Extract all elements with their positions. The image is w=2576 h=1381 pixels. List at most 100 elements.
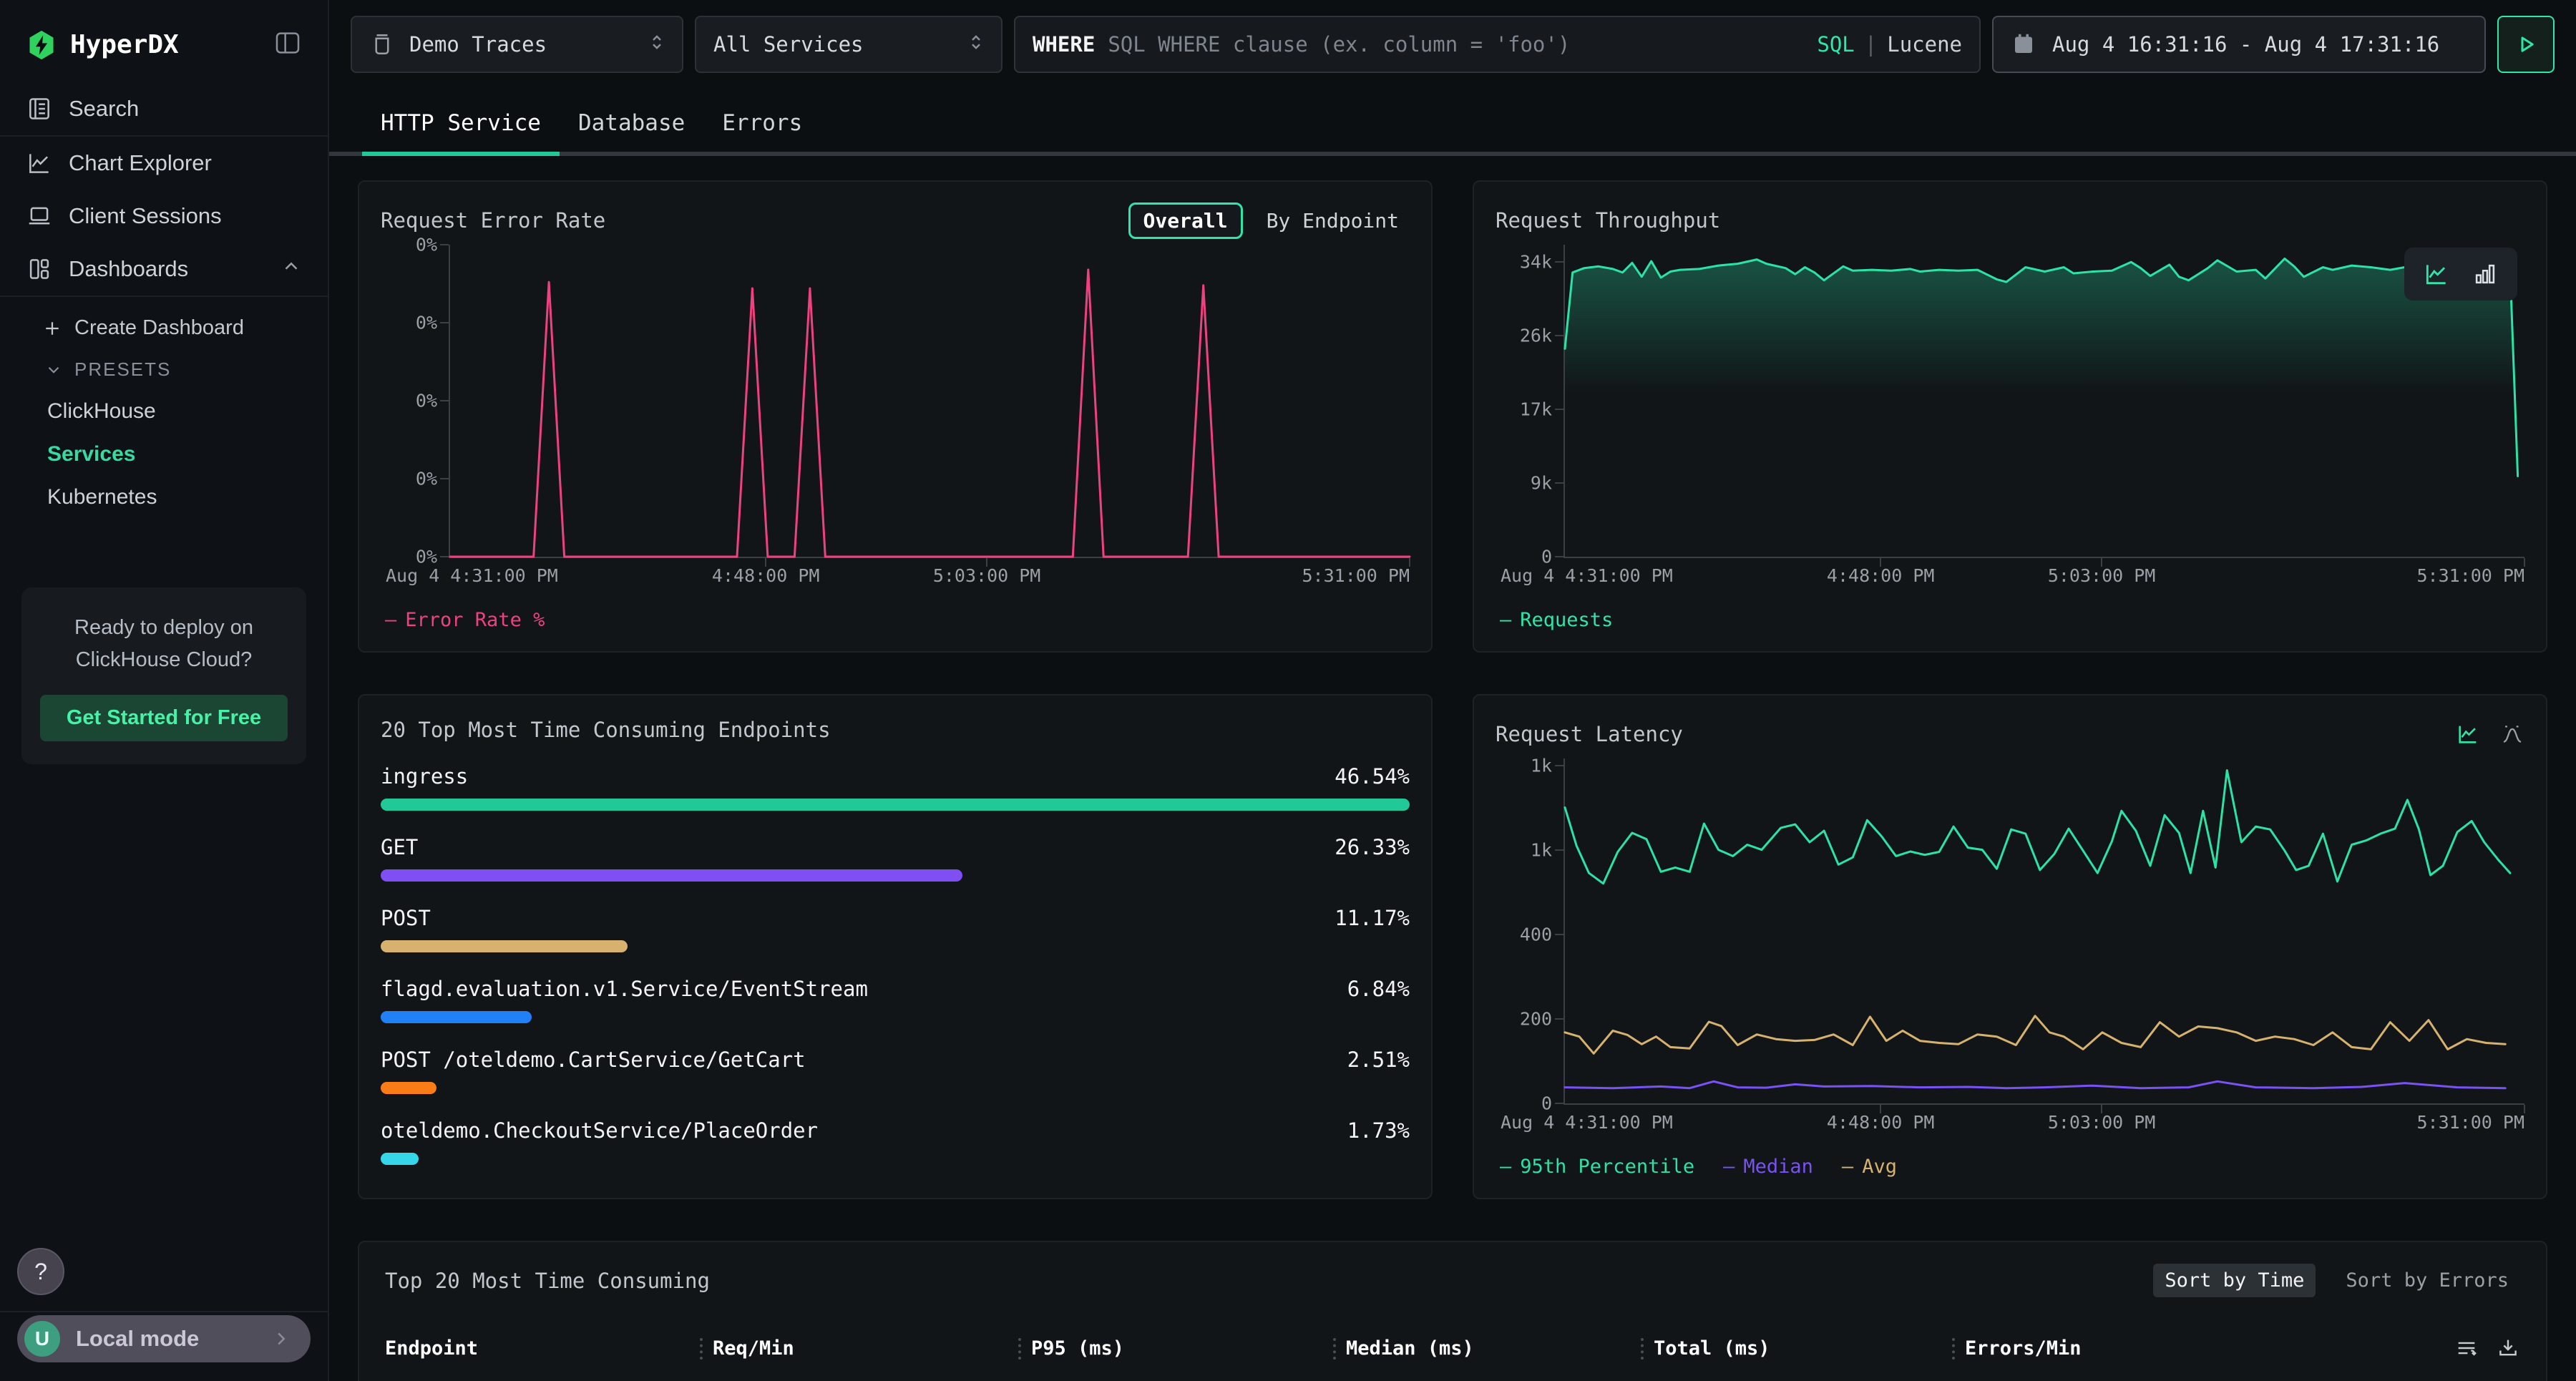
table-cell[interactable]: 19.37 bbox=[1333, 1370, 1641, 1381]
endpoint-bar-track bbox=[381, 940, 1410, 952]
service-select-value: All Services bbox=[713, 32, 864, 57]
panel-title: 20 Top Most Time Consuming Endpoints bbox=[381, 718, 831, 742]
line-chart-icon[interactable] bbox=[2456, 722, 2480, 746]
sidebar-divider bbox=[0, 135, 328, 137]
legend-item[interactable]: — 95th Percentile bbox=[1500, 1156, 1694, 1178]
tab-database[interactable]: Database bbox=[577, 110, 686, 136]
sort-button-sort-by-time[interactable]: Sort by Time bbox=[2153, 1264, 2316, 1297]
collapse-sidebar-icon[interactable] bbox=[273, 29, 302, 61]
service-select[interactable]: All Services bbox=[695, 16, 1002, 73]
table-cell[interactable]: 639.4 bbox=[700, 1370, 1018, 1381]
table-cell[interactable]: /oteldemo.RecommendationServ bbox=[385, 1370, 700, 1381]
sidebar-item-search[interactable]: Search bbox=[0, 82, 328, 135]
toggle-by-endpoint[interactable]: By Endpoint bbox=[1266, 208, 1399, 233]
x-axis-tick-label: 4:48:00 PM bbox=[1826, 1112, 1935, 1133]
sidebar: HyperDX Search Chart Explorer Client Sessi… bbox=[0, 0, 329, 1381]
endpoint-row[interactable]: oteldemo.CheckoutService/PlaceOrder 1.73% bbox=[381, 1118, 1410, 1143]
column-label: Errors/Min bbox=[1965, 1337, 2082, 1360]
endpoint-row[interactable]: GET 26.33% bbox=[381, 835, 1410, 859]
throughput-plot[interactable] bbox=[1563, 245, 2524, 558]
time-range-picker[interactable]: Aug 4 16:31:16 - Aug 4 17:31:16 bbox=[1992, 16, 2486, 73]
line-chart-icon[interactable] bbox=[2423, 260, 2450, 288]
x-axis-tick-label: 5:03:00 PM bbox=[2047, 565, 2156, 586]
sidebar-item-label: Search bbox=[69, 96, 140, 121]
preset-item-services[interactable]: Services bbox=[47, 442, 136, 466]
table-header-errors-min[interactable]: Errors/Min bbox=[1952, 1327, 2520, 1370]
help-button[interactable]: ? bbox=[17, 1248, 64, 1295]
source-select[interactable]: Demo Traces bbox=[351, 16, 683, 73]
histogram-icon[interactable] bbox=[2500, 722, 2524, 746]
download-icon[interactable] bbox=[2496, 1336, 2520, 1360]
legend-item[interactable]: — Requests bbox=[1500, 609, 1613, 631]
get-started-button[interactable]: Get Started for Free bbox=[40, 694, 288, 741]
row-settings-icon[interactable] bbox=[2454, 1336, 2479, 1360]
y-axis-tick-label: 0 bbox=[1541, 1093, 1552, 1114]
column-resize-icon[interactable] bbox=[1641, 1337, 1644, 1360]
preset-item-kubernetes[interactable]: Kubernetes bbox=[47, 485, 157, 509]
sidebar-nav: Search Chart Explorer Client Sessions Dashb… bbox=[0, 82, 328, 296]
legend-item[interactable]: — Error Rate % bbox=[385, 609, 545, 631]
column-resize-icon[interactable] bbox=[1952, 1337, 1955, 1360]
sidebar-bottom-divider bbox=[0, 1311, 328, 1312]
bar-chart-icon[interactable] bbox=[2472, 260, 2499, 288]
table-header-median-ms-[interactable]: Median (ms) bbox=[1333, 1327, 1641, 1370]
table-cell[interactable]: 166.1 bbox=[1018, 1370, 1333, 1381]
create-dashboard-button[interactable]: Create Dashboard bbox=[0, 307, 328, 349]
latency-plot[interactable] bbox=[1563, 758, 2524, 1105]
endpoint-bar bbox=[381, 799, 1410, 811]
x-axis-tick-label: 4:48:00 PM bbox=[1826, 565, 1935, 586]
sidebar-item-dashboards[interactable]: Dashboards bbox=[0, 243, 328, 296]
select-updown-icon bbox=[965, 31, 987, 58]
column-resize-icon[interactable] bbox=[1333, 1337, 1336, 1360]
sidebar-item-chart-explorer[interactable]: Chart Explorer bbox=[0, 137, 328, 190]
endpoint-row[interactable]: ingress 46.54% bbox=[381, 764, 1410, 789]
main-area: Demo Traces All Services WHERE SQL | Luc… bbox=[329, 0, 2576, 1381]
presets-toggle[interactable]: PRESETS bbox=[0, 349, 328, 390]
source-select-value: Demo Traces bbox=[409, 32, 547, 57]
tab-http-service[interactable]: HTTP Service bbox=[362, 94, 560, 156]
tab-errors[interactable]: Errors bbox=[722, 110, 803, 136]
top-endpoints-panel: 20 Top Most Time Consuming Endpoints ing… bbox=[358, 694, 1433, 1199]
top-time-consuming-table-panel: Top 20 Most Time Consuming Sort by Time S… bbox=[358, 1241, 2547, 1381]
y-axis-tick-mark bbox=[1555, 335, 1563, 337]
panel-title: Request Throughput bbox=[1496, 208, 1721, 233]
table-cell[interactable]: 1808098.97 bbox=[1641, 1370, 1952, 1381]
y-axis-tick-mark bbox=[1555, 1103, 1563, 1104]
dashboard-content: Request Error Rate Overall By Endpoint 0%… bbox=[329, 156, 2576, 1381]
y-axis-tick-mark bbox=[1555, 1018, 1563, 1020]
sidebar-item-client-sessions[interactable]: Client Sessions bbox=[0, 190, 328, 243]
x-axis-tick-label: Aug 4 4:31:00 PM bbox=[386, 565, 558, 586]
legend-item[interactable]: — Median bbox=[1723, 1156, 1813, 1178]
error-rate-plot[interactable] bbox=[449, 245, 1411, 558]
clickhouse-cloud-promo: Ready to deploy on ClickHouse Cloud? Get… bbox=[21, 587, 306, 764]
chart-explorer-icon bbox=[26, 150, 53, 177]
run-query-button[interactable] bbox=[2497, 16, 2555, 73]
endpoint-row[interactable]: POST 11.17% bbox=[381, 906, 1410, 930]
x-axis-tick-mark bbox=[986, 558, 988, 567]
column-resize-icon[interactable] bbox=[700, 1337, 703, 1360]
x-axis-tick-mark bbox=[2101, 1105, 2103, 1113]
user-menu[interactable]: U Local mode bbox=[17, 1315, 311, 1362]
table-cell[interactable]: 0 bbox=[1952, 1370, 2520, 1381]
endpoint-label: oteldemo.CheckoutService/PlaceOrder bbox=[381, 1118, 819, 1143]
table-header-p95-ms-[interactable]: P95 (ms) bbox=[1018, 1327, 1333, 1370]
sort-button-sort-by-errors[interactable]: Sort by Errors bbox=[2346, 1269, 2509, 1292]
endpoint-row[interactable]: POST /oteldemo.CartService/GetCart 2.51% bbox=[381, 1048, 1410, 1072]
preset-item-clickhouse[interactable]: ClickHouse bbox=[47, 399, 156, 423]
legend-label: Avg bbox=[1862, 1156, 1897, 1178]
toggle-overall[interactable]: Overall bbox=[1128, 202, 1243, 239]
table-header-total-ms-[interactable]: Total (ms) bbox=[1641, 1327, 1952, 1370]
column-resize-icon[interactable] bbox=[1018, 1337, 1021, 1360]
endpoint-row[interactable]: flagd.evaluation.v1.Service/EventStream 6… bbox=[381, 977, 1410, 1001]
table-header-req-min[interactable]: Req/Min bbox=[700, 1327, 1018, 1370]
table-action-icons bbox=[2454, 1336, 2520, 1360]
search-input[interactable] bbox=[1108, 32, 1818, 57]
error-rate-panel: Request Error Rate Overall By Endpoint 0%… bbox=[358, 180, 1433, 653]
y-axis-tick-mark bbox=[1555, 409, 1563, 411]
column-label: Median (ms) bbox=[1346, 1337, 1474, 1360]
table-header-endpoint[interactable]: Endpoint bbox=[385, 1327, 700, 1370]
legend-item[interactable]: — Avg bbox=[1842, 1156, 1897, 1178]
legend-swatch: — bbox=[1500, 609, 1512, 631]
lucene-language-toggle[interactable]: Lucene bbox=[1887, 32, 1962, 57]
sql-language-toggle[interactable]: SQL bbox=[1817, 32, 1855, 57]
